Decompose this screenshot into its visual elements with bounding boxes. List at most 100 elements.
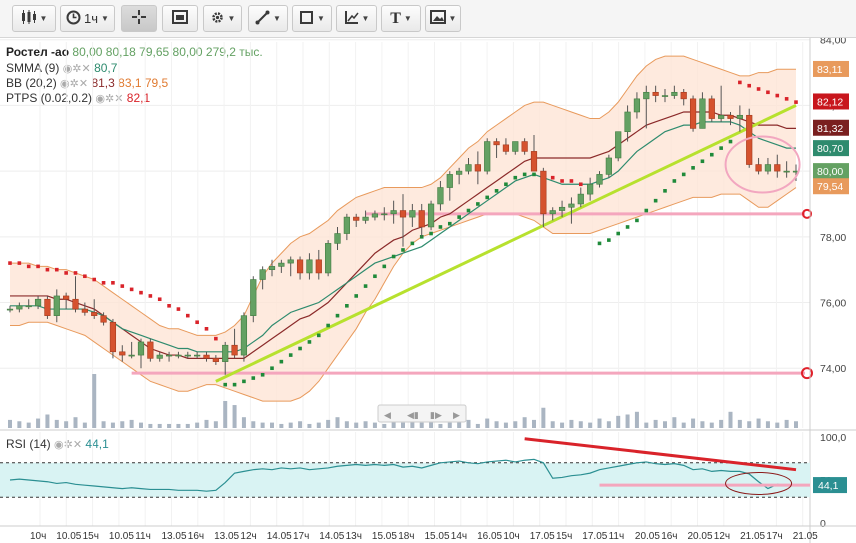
candle bbox=[81, 302, 88, 316]
volume-bar bbox=[625, 414, 630, 428]
price-tag: 80,70 bbox=[813, 140, 849, 157]
fib-tools-button[interactable]: ▼ bbox=[336, 5, 377, 32]
y-tick-label: 84,00 bbox=[820, 38, 846, 47]
candle bbox=[764, 157, 772, 175]
crosshair-button[interactable] bbox=[121, 5, 157, 32]
candle-body bbox=[465, 164, 472, 172]
gear-icon[interactable]: ✲ bbox=[63, 439, 73, 451]
parabolic-sar-dot bbox=[466, 208, 471, 213]
volume-bar bbox=[288, 422, 293, 428]
x-tick-label: 20.05 bbox=[688, 531, 713, 542]
candle-body bbox=[147, 341, 154, 359]
settings-button[interactable]: ▼ bbox=[203, 5, 242, 32]
draw-line-button[interactable]: ▼ bbox=[248, 5, 288, 32]
candle bbox=[652, 85, 659, 103]
price-tag: 80,00 bbox=[813, 163, 849, 180]
price-chart[interactable]: ◀◀▮▮▶▶84,0082,0080,0078,0076,0074,0083,1… bbox=[0, 38, 856, 543]
gear-icon[interactable]: ✲ bbox=[69, 78, 79, 90]
volume-bar bbox=[223, 401, 228, 428]
eye-icon[interactable]: ◉ bbox=[95, 93, 105, 105]
candle bbox=[6, 305, 14, 313]
volume-bar bbox=[241, 417, 246, 428]
eye-icon[interactable]: ◉ bbox=[62, 63, 73, 75]
candle bbox=[240, 312, 248, 362]
volume-bar bbox=[569, 419, 574, 428]
parabolic-sar-dot bbox=[17, 261, 22, 265]
candle-body bbox=[774, 164, 781, 172]
x-tick-label: 21.05 bbox=[793, 531, 818, 542]
volume-bar bbox=[485, 418, 490, 428]
candle bbox=[671, 85, 678, 99]
y-tick-label: 78,00 bbox=[820, 232, 846, 244]
volume-bar bbox=[728, 411, 733, 428]
candle bbox=[727, 111, 734, 126]
parabolic-sar-dot bbox=[335, 313, 340, 318]
volume-bar bbox=[251, 421, 256, 428]
x-tick-label: 12ч bbox=[714, 531, 730, 542]
parabolic-sar-dot bbox=[578, 182, 583, 187]
candle-body bbox=[521, 141, 528, 152]
candle-body bbox=[16, 305, 23, 310]
volume-bar bbox=[560, 422, 565, 428]
close-icon[interactable]: ✕ bbox=[72, 439, 83, 451]
candle-body bbox=[381, 213, 388, 216]
volume-bar bbox=[550, 421, 555, 428]
candle bbox=[558, 200, 566, 218]
eye-icon[interactable]: ◉ bbox=[54, 439, 64, 451]
draw-shape-button[interactable]: ▼ bbox=[292, 5, 332, 32]
candle-body bbox=[399, 210, 407, 218]
candle bbox=[250, 276, 257, 323]
candle-body bbox=[587, 183, 594, 195]
volume-bar bbox=[54, 419, 59, 428]
candle bbox=[446, 171, 453, 201]
parabolic-sar-dot bbox=[307, 340, 312, 344]
eye-icon[interactable]: ◉ bbox=[60, 78, 70, 90]
ticker-name: Ростел -ао bbox=[6, 45, 70, 59]
price-tag: 79,54 bbox=[813, 178, 849, 195]
highlight-circle bbox=[724, 135, 801, 194]
chart-type-button[interactable]: ▼ bbox=[12, 5, 56, 32]
parabolic-sar-dot bbox=[635, 218, 639, 223]
candle-body bbox=[44, 298, 51, 316]
close-icon[interactable]: ✕ bbox=[81, 63, 91, 75]
candle bbox=[774, 154, 781, 178]
candle-body bbox=[240, 315, 248, 356]
rsi-value: 44,1 bbox=[85, 437, 109, 451]
parabolic-sar-dot bbox=[607, 238, 611, 242]
candle bbox=[512, 141, 519, 155]
x-tick-label: 14.05 bbox=[319, 531, 344, 542]
parabolic-sar-dot bbox=[429, 231, 433, 236]
indicators-button[interactable] bbox=[162, 5, 198, 32]
snapshot-button[interactable]: ▼ bbox=[425, 5, 461, 32]
axis-chart-icon bbox=[344, 10, 359, 28]
candle-body bbox=[137, 341, 145, 356]
parabolic-sar-dot bbox=[354, 294, 359, 298]
x-tick-label: 12ч bbox=[240, 531, 256, 542]
price-tag-box bbox=[813, 178, 849, 195]
candle-body bbox=[353, 216, 360, 221]
close-icon[interactable]: ✕ bbox=[78, 78, 89, 90]
candle-body bbox=[699, 98, 706, 129]
interval-button[interactable]: 1ч ▼ bbox=[60, 5, 115, 32]
rsi-value-label: 44,1 bbox=[818, 480, 839, 492]
x-tick-label: 13.05 bbox=[162, 531, 187, 542]
parabolic-sar-dot bbox=[260, 372, 265, 377]
candle-body bbox=[278, 262, 285, 267]
parabolic-sar-dot bbox=[242, 379, 246, 384]
volume-bar bbox=[148, 423, 153, 428]
parabolic-sar-dot bbox=[494, 189, 499, 193]
price-tag-label: 83,11 bbox=[817, 64, 843, 76]
volume-bar bbox=[616, 415, 621, 428]
candle-body bbox=[708, 98, 715, 119]
parabolic-sar-dot bbox=[653, 198, 658, 203]
volume-bar bbox=[513, 421, 518, 428]
volume-bar bbox=[129, 419, 134, 428]
candle bbox=[325, 240, 332, 277]
volume-bar bbox=[36, 418, 41, 428]
text-tool-button[interactable]: T ▼ bbox=[381, 5, 421, 32]
x-tick-label: 21.05 bbox=[740, 531, 765, 542]
gear-icon[interactable]: ✲ bbox=[105, 93, 115, 105]
candle bbox=[409, 203, 416, 227]
gear-icon[interactable]: ✲ bbox=[72, 63, 82, 75]
candle-body bbox=[184, 354, 191, 357]
